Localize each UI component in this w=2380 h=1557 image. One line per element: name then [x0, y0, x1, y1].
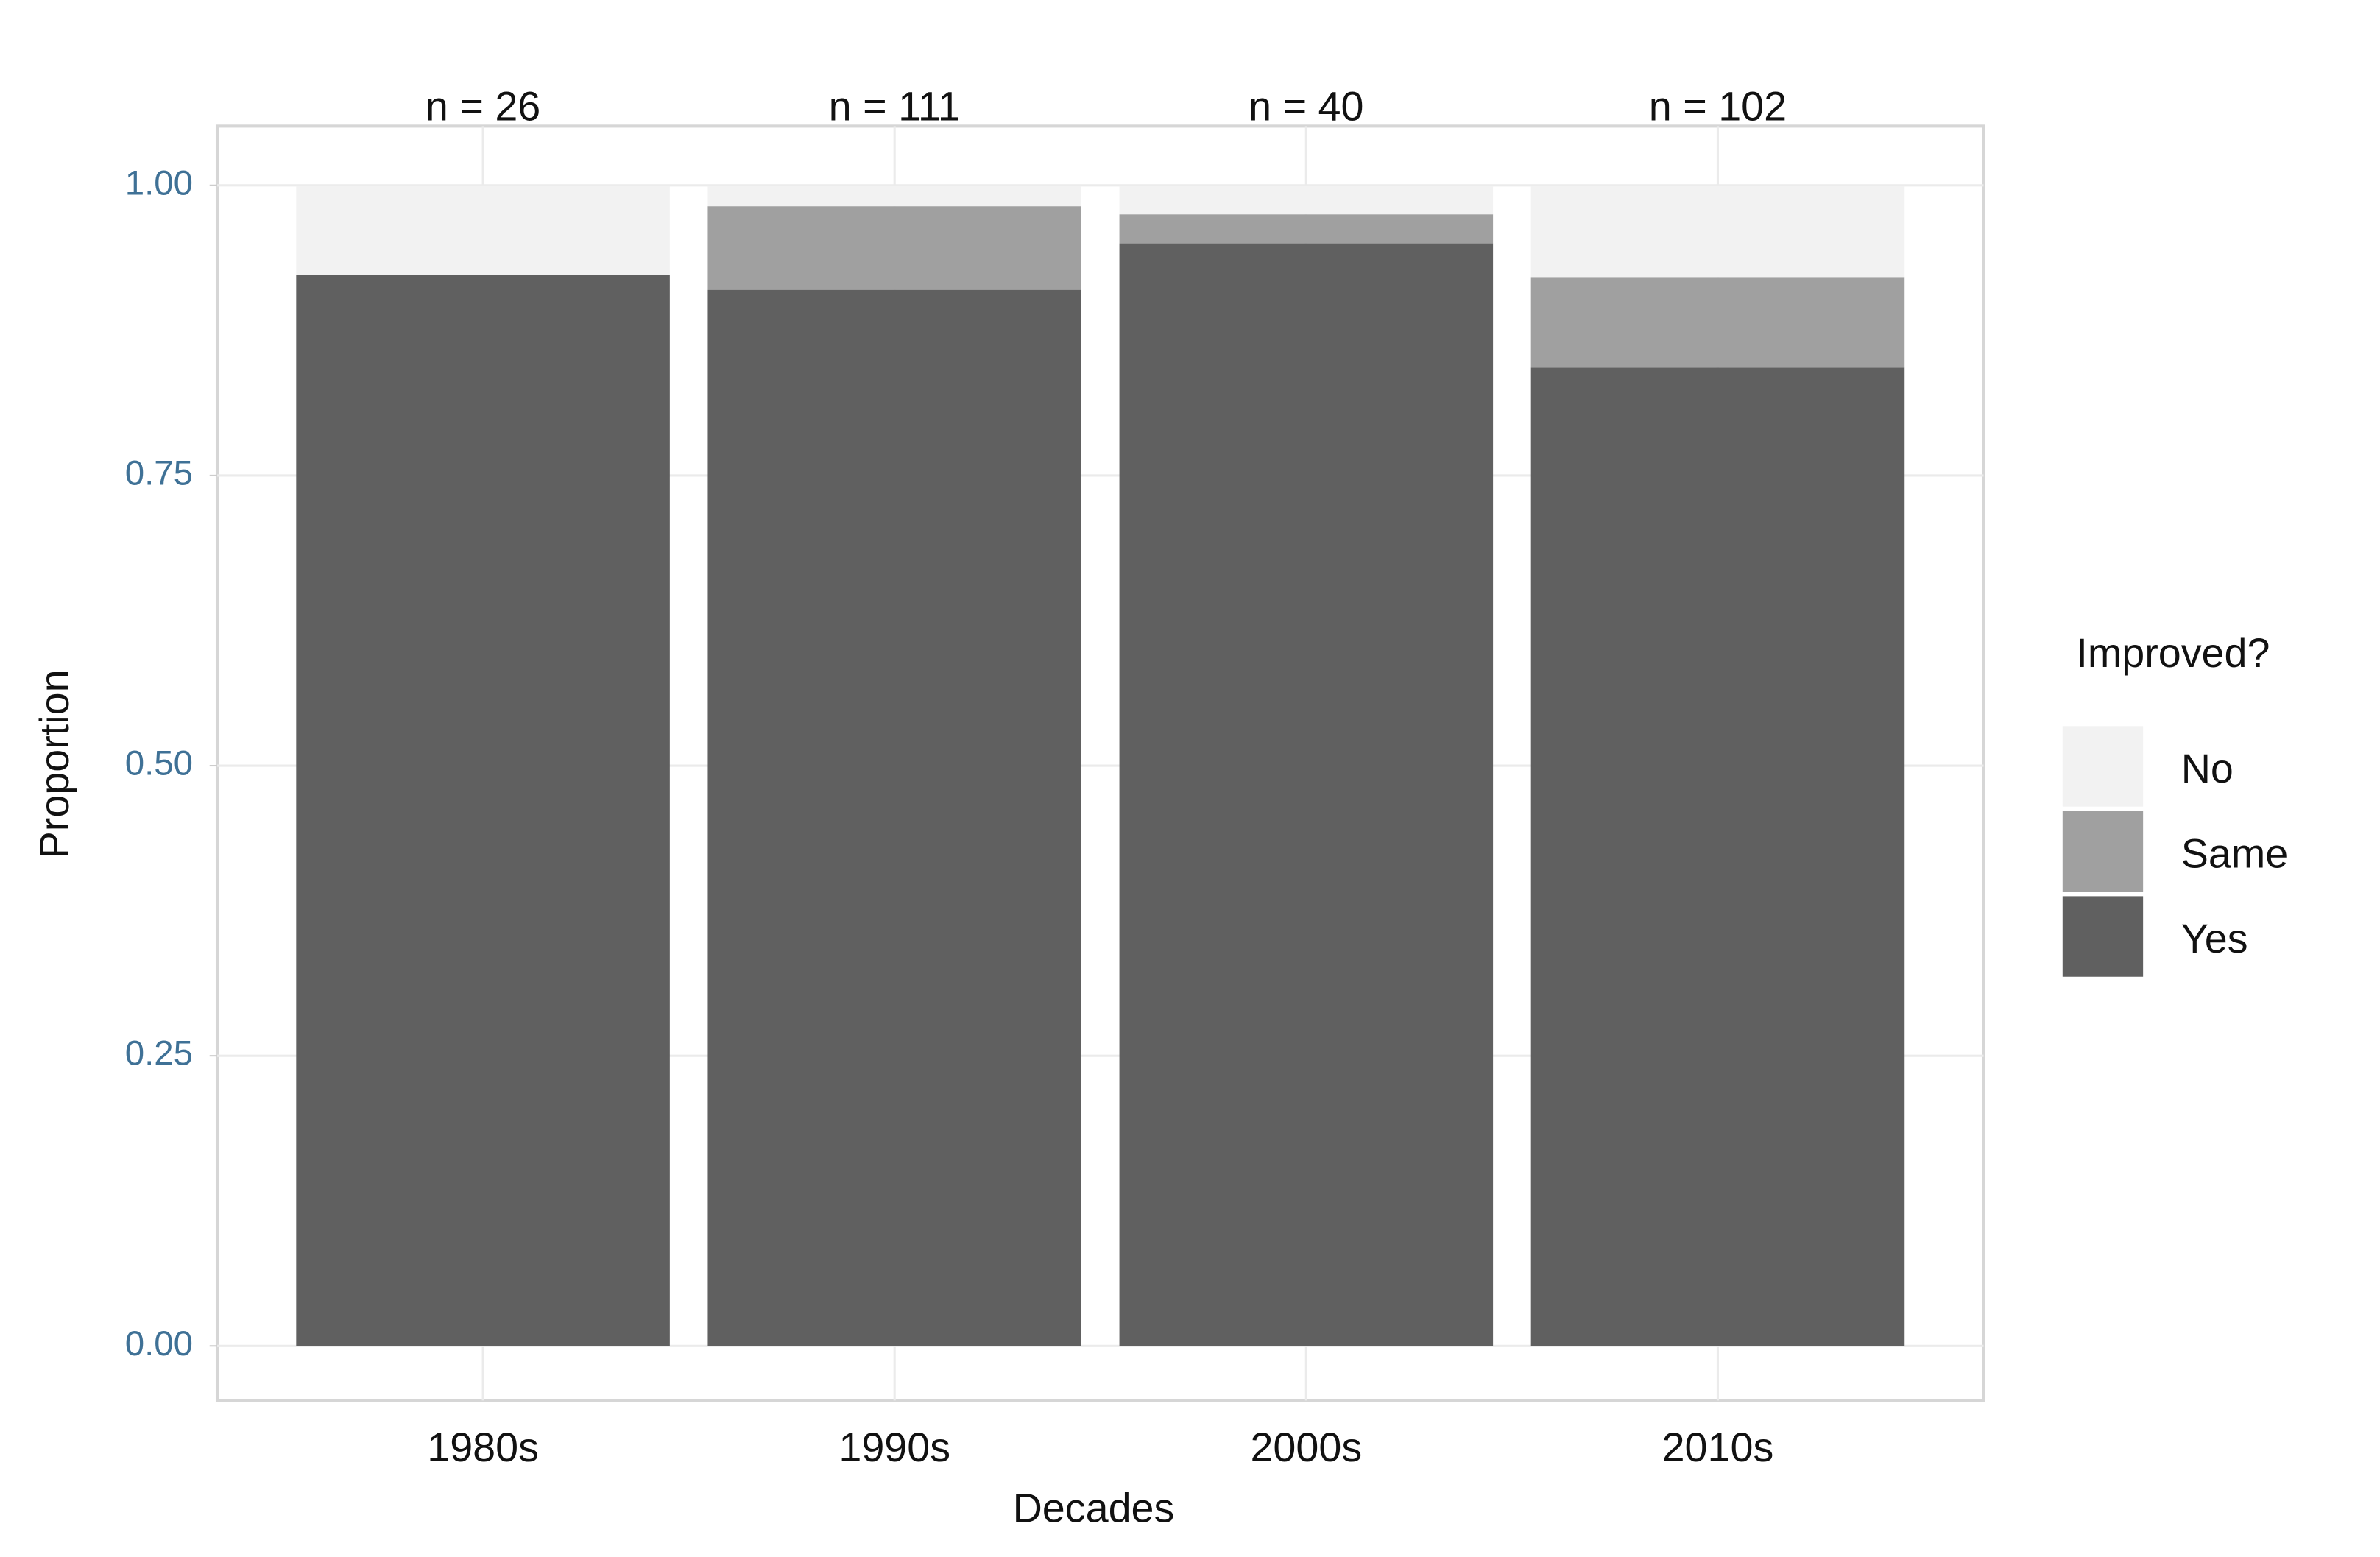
x-tick-label: 1990s: [838, 1424, 950, 1470]
bar-segment: [707, 185, 1081, 207]
y-tick-label: 0.50: [125, 744, 193, 783]
bar-segment: [1119, 243, 1494, 1346]
legend-swatch: [2062, 896, 2144, 977]
y-tick-label: 0.00: [125, 1324, 193, 1363]
y-tick-label: 0.75: [125, 453, 193, 492]
legend-swatch: [2062, 811, 2144, 892]
bar-segment: [707, 206, 1081, 290]
legend-label: Same: [2181, 830, 2288, 876]
bar-segment: [296, 185, 670, 275]
x-axis-label: Decades: [1013, 1486, 1175, 1531]
bar-segment: [1530, 185, 1905, 278]
x-tick-label: 1980s: [427, 1424, 539, 1470]
legend-label: Yes: [2181, 916, 2248, 961]
legend-swatch: [2062, 726, 2144, 807]
legend-label: No: [2181, 746, 2234, 791]
y-axis-label: Proportion: [32, 669, 77, 858]
bar-segment: [707, 289, 1081, 1346]
legend-title: Improved?: [2076, 630, 2270, 676]
bar-segment: [1119, 214, 1494, 244]
y-tick-label: 1.00: [125, 163, 193, 202]
annotation: n = 102: [1649, 83, 1787, 129]
y-tick-label: 0.25: [125, 1034, 193, 1073]
annotation: n = 111: [829, 83, 961, 129]
bar-segment: [1119, 185, 1494, 215]
x-tick-label: 2000s: [1250, 1424, 1362, 1470]
annotation: n = 26: [425, 83, 540, 129]
x-tick-label: 2010s: [1662, 1424, 1774, 1470]
bar-segment: [296, 275, 670, 1346]
bar-segment: [1530, 367, 1905, 1346]
bar-segment: [1530, 277, 1905, 368]
annotation: n = 40: [1249, 83, 1363, 129]
